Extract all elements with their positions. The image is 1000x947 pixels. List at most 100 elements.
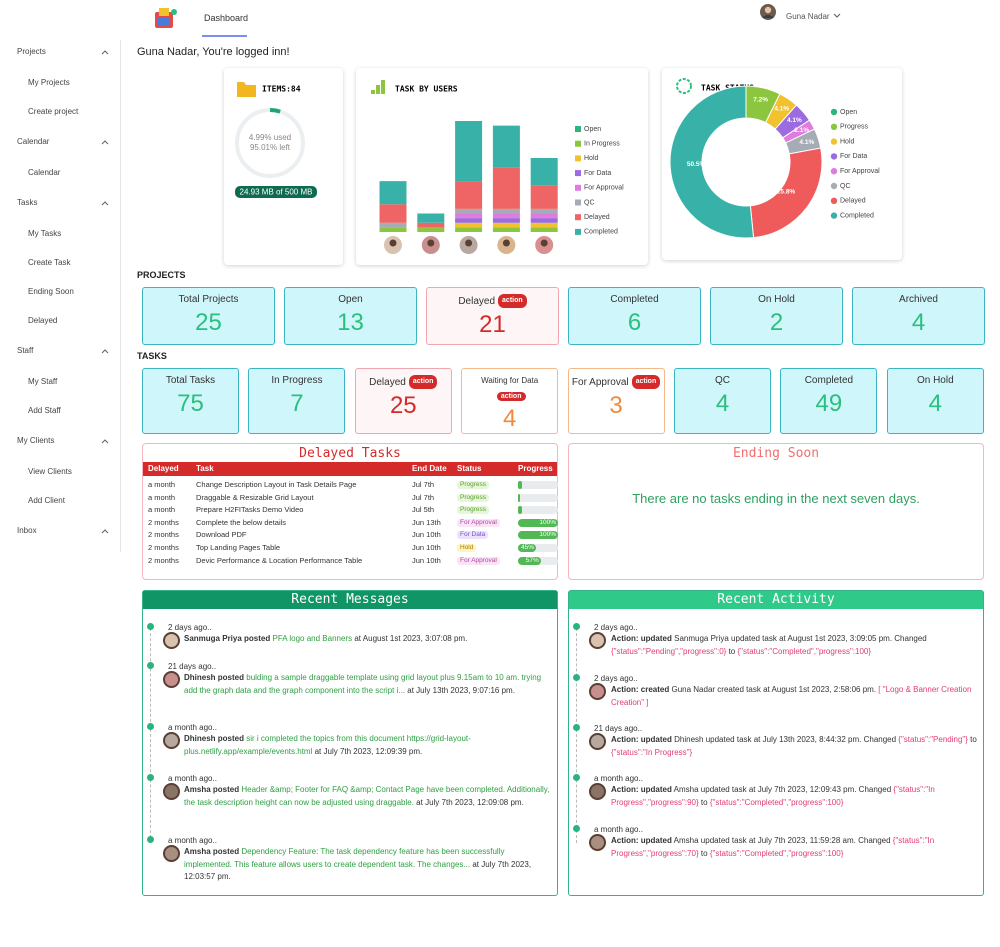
table-cell: a month [148, 480, 176, 489]
stat-label: Completed [569, 294, 700, 306]
stat-card[interactable]: Total Projects 25 [142, 287, 275, 345]
bar-segment [492, 213, 520, 219]
action-badge[interactable]: action [498, 294, 527, 308]
stat-card[interactable]: In Progress 7 [248, 368, 346, 434]
stat-label: For Approval action [569, 375, 664, 389]
legend-label: QC [584, 199, 595, 206]
avatar [589, 632, 606, 649]
message-link[interactable]: Header &amp; Footer for FAQ &amp; Contac… [184, 785, 550, 807]
join: to [700, 848, 708, 858]
legend-dot [830, 212, 838, 219]
table-cell: Prepare H2FITasks Demo Video [196, 505, 304, 515]
stat-card[interactable]: Total Tasks 75 [142, 368, 239, 434]
table-cell: 2 months [148, 543, 179, 552]
action: Action: created [611, 685, 670, 694]
chart-icon [376, 85, 380, 94]
sidebar-item[interactable]: My Projects [28, 78, 70, 87]
legend-swatch [575, 126, 581, 132]
sidebar-group[interactable]: Projects [17, 47, 46, 56]
status-icon [676, 78, 692, 94]
legend-label: Delayed [840, 198, 866, 205]
slice-label: 2.1% [794, 127, 809, 134]
message-link[interactable]: PFA logo and Banners [272, 634, 353, 643]
join: to [970, 735, 977, 744]
progress-bar [518, 481, 522, 489]
sidebar-group[interactable]: My Clients [17, 436, 55, 445]
sidebar-group[interactable]: Calendar [17, 137, 50, 146]
chart-icon [371, 90, 375, 94]
when: at July 7th 2023, 12:03:57 pm. [184, 859, 532, 882]
status-badge: For Approval [457, 556, 500, 565]
progress-bar: 100% [518, 531, 558, 540]
progress-bar: 100% [518, 518, 558, 527]
user-name[interactable]: Guna Nadar [786, 12, 830, 21]
activity-text: Amsha updated task at July 7th 2023, 12:… [673, 785, 892, 794]
author: Sanmuga Priya posted [184, 634, 271, 643]
logo[interactable] [150, 4, 180, 34]
sidebar-group[interactable]: Inbox [17, 526, 37, 535]
sidebar-item[interactable]: Create Task [28, 258, 71, 267]
action-badge[interactable]: action [631, 375, 661, 389]
sidebar-item[interactable]: Add Client [28, 496, 65, 505]
action-badge[interactable]: action [408, 375, 438, 389]
user-avatar[interactable] [759, 3, 777, 21]
stat-label-text: Archived [899, 294, 938, 305]
feed-text: Amsha posted Header &amp; Footer for FAQ… [184, 784, 550, 809]
stat-card[interactable]: For Approval action 3 [567, 368, 665, 434]
status-badge: Hold [457, 544, 477, 552]
sidebar-group[interactable]: Staff [17, 346, 34, 355]
stat-value: 2 [769, 309, 784, 336]
delayed-tasks-panel: Delayed Tasks Delayed Task End Date Status Pr… [142, 443, 558, 580]
old-value: {"status":"In Progress","progress":70} [611, 836, 935, 858]
stat-card[interactable]: Completed 49 [780, 368, 878, 434]
action-badge[interactable]: action [496, 392, 526, 401]
sidebar-group[interactable]: Tasks [17, 198, 38, 207]
storage-arc [269, 108, 281, 114]
activity-text: Sanmuga Priya updated task at August 1st… [674, 634, 927, 643]
author: Amsha posted [184, 847, 240, 856]
legend-label: In Progress [584, 141, 620, 148]
message-link[interactable]: Dependency Feature: The task dependency … [184, 847, 505, 869]
column-header: Status [457, 464, 482, 473]
status-badge: For Approval [457, 518, 500, 527]
message-link[interactable]: sir i completed the topics from this doc… [184, 734, 471, 756]
column-header: Progress [518, 464, 553, 473]
sidebar-item[interactable]: Ending Soon [28, 287, 74, 296]
user-chevron[interactable] [833, 13, 841, 19]
status-badge: For Data [457, 531, 489, 540]
stat-label: Waiting for Data [462, 375, 557, 387]
stat-card[interactable]: On Hold 2 [710, 287, 843, 345]
stat-value: 25 [389, 392, 417, 419]
sidebar-item[interactable]: Create project [28, 107, 79, 116]
action: Action: updated [611, 634, 672, 643]
nav-dashboard[interactable]: Dashboard [204, 13, 249, 23]
user-face [540, 239, 548, 247]
table-cell: a month [148, 492, 176, 502]
feed-text: Action: updated Amsha updated task at Ju… [611, 835, 981, 860]
sidebar-item[interactable]: My Tasks [28, 229, 62, 238]
stat-card[interactable]: Open 13 [284, 287, 417, 345]
sidebar-item[interactable]: View Clients [28, 467, 72, 476]
stat-card[interactable]: Delayed action 21 [426, 287, 559, 345]
message-link[interactable]: bulding a sample draggable template usin… [184, 673, 542, 695]
bar-segment [417, 213, 445, 223]
stat-card[interactable]: Waiting for Data action 4 [461, 368, 559, 434]
sidebar-item[interactable]: My Staff [28, 377, 58, 386]
stat-card[interactable]: QC 4 [674, 368, 771, 434]
bar-segment [492, 218, 520, 223]
avatar [589, 834, 606, 851]
table-cell: Jun 10th [412, 530, 441, 540]
stat-card[interactable]: Completed 6 [568, 287, 701, 345]
sidebar-item[interactable]: Calendar [28, 168, 61, 177]
progress-track [518, 544, 558, 552]
stat-card[interactable]: Archived 4 [852, 287, 985, 345]
timeline-line [576, 623, 577, 843]
stat-card[interactable]: Delayed action 25 [354, 368, 452, 434]
sidebar-item[interactable]: Delayed [28, 316, 58, 325]
sidebar-item[interactable]: Add Staff [28, 406, 61, 415]
old-value: {"status":"Pending","progress":0} [611, 646, 727, 656]
stat-card[interactable]: On Hold 4 [886, 368, 984, 434]
sidebar-chevron [101, 529, 109, 534]
new-value: {"status":"Completed","progress":100} [737, 646, 872, 656]
bar-segment [530, 213, 558, 219]
